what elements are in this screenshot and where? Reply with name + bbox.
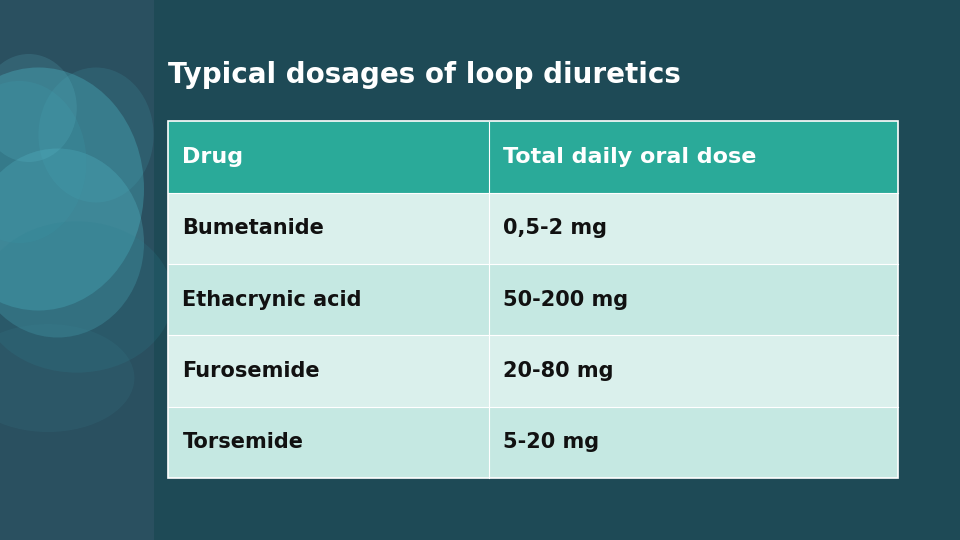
Text: Ethacrynic acid: Ethacrynic acid — [182, 289, 362, 310]
Ellipse shape — [0, 54, 77, 162]
Bar — [168, 335, 898, 407]
Text: 5-20 mg: 5-20 mg — [503, 432, 600, 453]
Ellipse shape — [0, 148, 144, 338]
Text: Drug: Drug — [182, 147, 244, 167]
Bar — [168, 122, 898, 193]
Ellipse shape — [0, 221, 173, 373]
Bar — [168, 264, 898, 335]
Text: Total daily oral dose: Total daily oral dose — [503, 147, 756, 167]
Text: Torsemide: Torsemide — [182, 432, 303, 453]
Text: 0,5-2 mg: 0,5-2 mg — [503, 218, 608, 239]
Bar — [168, 193, 898, 264]
Bar — [0, 0, 154, 540]
Ellipse shape — [0, 81, 86, 243]
Text: Typical dosages of loop diuretics: Typical dosages of loop diuretics — [168, 61, 681, 89]
Text: 50-200 mg: 50-200 mg — [503, 289, 629, 310]
Text: 20-80 mg: 20-80 mg — [503, 361, 614, 381]
Ellipse shape — [38, 68, 154, 202]
Text: Bumetanide: Bumetanide — [182, 218, 324, 239]
Ellipse shape — [0, 324, 134, 432]
Bar — [168, 407, 898, 478]
Text: Furosemide: Furosemide — [182, 361, 320, 381]
Bar — [168, 122, 898, 478]
Ellipse shape — [0, 68, 144, 310]
